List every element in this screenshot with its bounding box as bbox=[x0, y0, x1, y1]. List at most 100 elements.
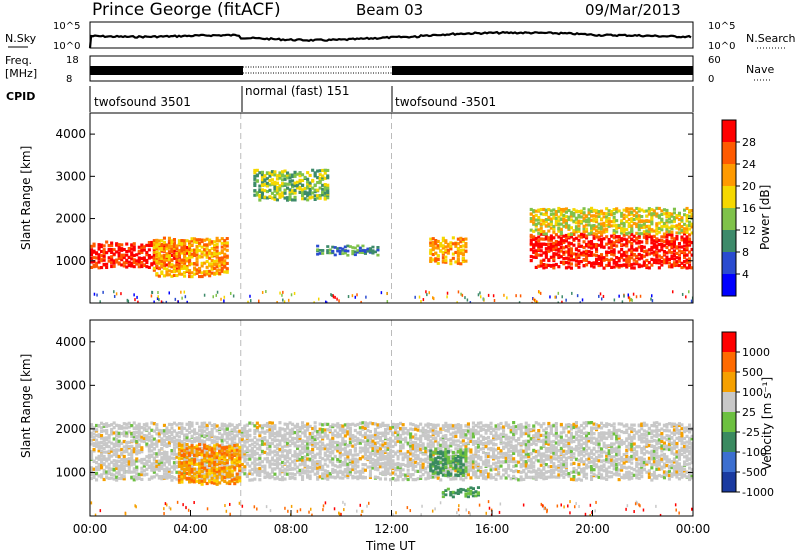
power-cell bbox=[685, 227, 689, 231]
power-cell bbox=[278, 184, 282, 188]
velocity-cell bbox=[399, 468, 403, 473]
power-cell bbox=[205, 247, 209, 251]
velocity-cell bbox=[381, 452, 385, 456]
velocity-cell bbox=[449, 441, 453, 445]
velocity-cell bbox=[484, 452, 488, 456]
power-cell bbox=[167, 246, 171, 250]
power-cell bbox=[685, 248, 689, 252]
power-cell bbox=[579, 209, 583, 213]
power-cell bbox=[630, 266, 634, 270]
velocity-cell bbox=[464, 424, 468, 428]
power-colorbar-cell bbox=[722, 208, 736, 230]
power-cell bbox=[630, 241, 634, 246]
velocity-cell bbox=[338, 451, 342, 455]
velocity-cell bbox=[265, 443, 269, 447]
power-cell bbox=[107, 247, 111, 251]
velocity-cell bbox=[293, 444, 297, 448]
power-speckle bbox=[150, 294, 153, 298]
power-cell bbox=[640, 225, 644, 229]
power-speckle bbox=[331, 293, 333, 297]
velocity-cell bbox=[288, 421, 292, 425]
sky-noise-trace bbox=[88, 30, 692, 49]
velocity-cell bbox=[137, 427, 141, 432]
power-cell bbox=[620, 263, 624, 268]
velocity-cell bbox=[399, 436, 403, 440]
velocity-cell bbox=[172, 449, 176, 453]
power-cell bbox=[100, 243, 104, 247]
power-cell bbox=[627, 222, 631, 226]
power-cell bbox=[175, 274, 179, 278]
velocity-cell bbox=[487, 459, 491, 463]
velocity-cell bbox=[326, 474, 330, 478]
power-speckle bbox=[515, 294, 517, 298]
power-cell bbox=[574, 236, 578, 240]
power-cell bbox=[640, 264, 644, 268]
velocity-cell bbox=[333, 454, 337, 459]
power-cell bbox=[650, 228, 654, 232]
velocity-cell bbox=[245, 429, 249, 434]
velocity-cell bbox=[348, 468, 352, 472]
power-cell bbox=[110, 265, 114, 269]
velocity-cell bbox=[504, 471, 508, 475]
power-cell bbox=[183, 239, 187, 243]
power-cell bbox=[281, 173, 285, 177]
power-cell bbox=[539, 244, 543, 248]
power-cell bbox=[620, 226, 624, 230]
velocity-cell bbox=[177, 426, 181, 430]
power-cell bbox=[602, 211, 606, 215]
velocity-cell bbox=[441, 434, 445, 438]
power-cell bbox=[529, 238, 533, 242]
power-cell bbox=[635, 214, 639, 218]
velocity-cell bbox=[313, 425, 317, 429]
power-cell bbox=[323, 188, 327, 192]
power-cell bbox=[617, 209, 621, 213]
velocity-cell bbox=[358, 446, 362, 450]
power-speckle bbox=[162, 301, 164, 303]
power-cell bbox=[600, 256, 604, 260]
velocity-cell bbox=[281, 454, 285, 458]
power-cell bbox=[180, 272, 184, 276]
velocity-cell bbox=[401, 462, 405, 467]
power-cell bbox=[585, 258, 589, 262]
power-cell bbox=[278, 174, 282, 178]
velocity-cell bbox=[90, 473, 94, 477]
velocity-cell bbox=[286, 455, 290, 460]
power-cell bbox=[688, 209, 692, 213]
power-cell bbox=[564, 215, 568, 219]
power-cell bbox=[461, 248, 465, 252]
velocity-cell bbox=[208, 444, 212, 448]
velocity-cell bbox=[406, 441, 410, 445]
power-cell bbox=[170, 270, 174, 274]
velocity-cell bbox=[235, 445, 239, 449]
velocity-cell bbox=[459, 434, 463, 438]
velocity-cell bbox=[484, 461, 488, 465]
velocity-cell bbox=[296, 446, 300, 450]
velocity-cell bbox=[160, 475, 164, 479]
velocity-cell bbox=[193, 455, 197, 459]
velocity-cell bbox=[441, 424, 445, 428]
velocity-cell bbox=[235, 423, 239, 428]
power-cell bbox=[544, 224, 548, 228]
velocity-cell bbox=[306, 473, 310, 477]
power-cell bbox=[662, 252, 666, 256]
power-cell bbox=[680, 245, 684, 249]
power-cell bbox=[662, 244, 666, 248]
velocity-cell bbox=[421, 462, 425, 466]
power-cell bbox=[323, 168, 327, 172]
power-cell bbox=[255, 179, 259, 183]
power-cell bbox=[286, 198, 290, 202]
power-cell bbox=[132, 261, 136, 265]
velocity-cell bbox=[489, 455, 493, 459]
power-cell bbox=[275, 181, 279, 185]
power-cell bbox=[627, 218, 631, 222]
power-cell bbox=[557, 229, 561, 233]
power-cell bbox=[625, 232, 629, 236]
power-cell bbox=[690, 266, 693, 270]
power-cell bbox=[544, 255, 548, 259]
velocity-cell bbox=[301, 475, 305, 479]
velocity-cell bbox=[504, 476, 508, 480]
velocity-cell bbox=[245, 457, 249, 461]
power-cell bbox=[675, 245, 679, 249]
power-cell bbox=[685, 258, 689, 262]
velocity-cell bbox=[391, 431, 395, 435]
